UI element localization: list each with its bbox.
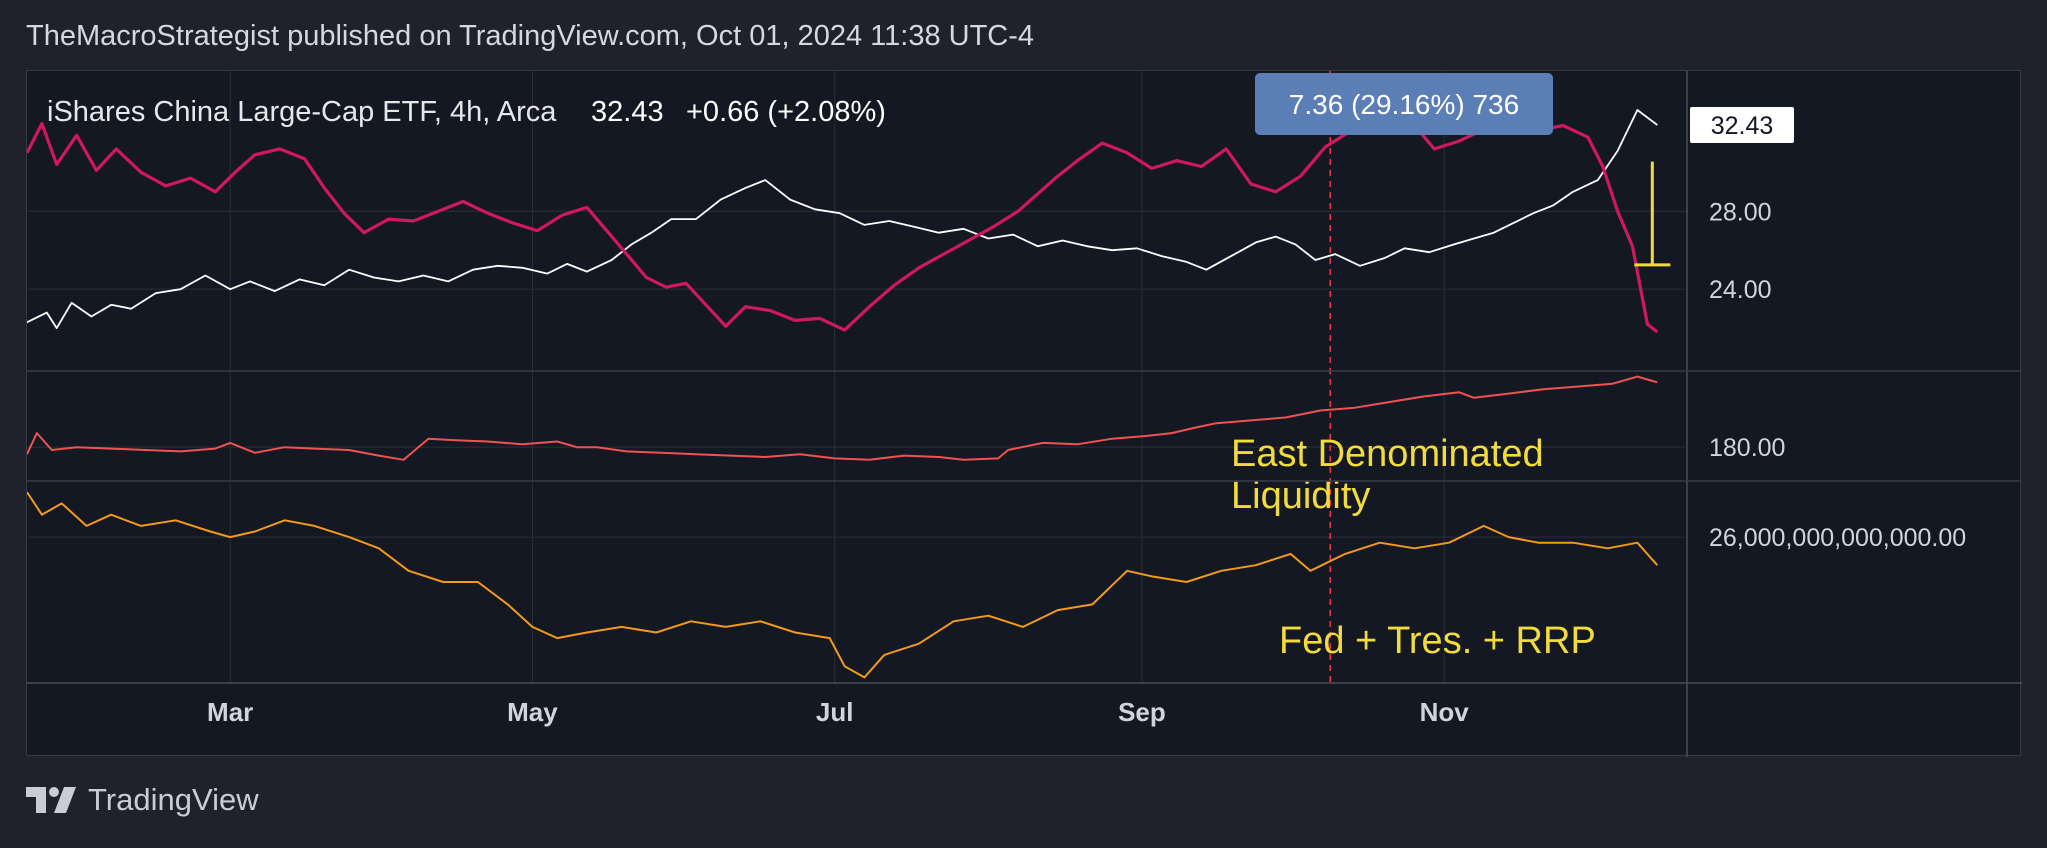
y-tick-label: 24.00 — [1709, 276, 1772, 304]
x-tick-label: May — [507, 697, 558, 727]
x-tick-label: Nov — [1420, 697, 1470, 727]
series-line-orange_line — [27, 491, 1659, 679]
legend-symbol: iShares China Large-Cap ETF, 4h, Arca — [47, 96, 557, 128]
footer-brand[interactable]: TradingView — [26, 782, 259, 818]
annotation-label: Liquidity — [1231, 475, 1370, 517]
y-tick-label: 28.00 — [1709, 198, 1772, 226]
x-tick-label: Mar — [207, 697, 253, 727]
legend-group: iShares China Large-Cap ETF, 4h, Arca 32… — [47, 96, 886, 128]
axes-group: Mar May Jul Sep Nov 28.00 24.00 32.43 180.00 26,0… — [27, 71, 2022, 757]
chart-area[interactable]: 7.36 (29.16%) 736 East Denominated Liquidi… — [26, 70, 2022, 757]
legend-change: +0.66 (+2.08%) — [686, 96, 886, 128]
measure-label: 7.36 (29.16%) 736 — [1289, 89, 1519, 120]
y-tick-label: 180.00 — [1709, 434, 1785, 462]
x-tick-label: Sep — [1118, 697, 1166, 727]
last-price-badge-label: 32.43 — [1711, 112, 1774, 140]
publisher-line: TheMacroStrategist published on TradingV… — [26, 20, 1035, 52]
grid-lines — [27, 71, 1687, 683]
y-tick-label: 26,000,000,000,000.00 — [1709, 524, 1966, 552]
annotation-label: Fed + Tres. + RRP — [1279, 620, 1596, 662]
tradingview-logo-icon — [26, 787, 76, 813]
chart-canvas[interactable]: 7.36 (29.16%) 736 East DenominatedLiquidi… — [27, 71, 2022, 757]
series-line-price_line — [27, 109, 1658, 330]
last-price-badge — [1690, 106, 1794, 143]
brand-name: TradingView — [88, 782, 259, 817]
x-tick-label: Jul — [816, 697, 854, 727]
annotation-label: East Denominated — [1231, 433, 1544, 475]
series-line-red_line — [27, 375, 1658, 461]
series-line-pink_line — [27, 104, 1659, 334]
annotations-group: 7.36 (29.16%) 736 East DenominatedLiquidi… — [1231, 73, 1671, 662]
measure-box — [1255, 73, 1553, 135]
series-group — [27, 104, 1659, 679]
legend-last-price: 32.43 — [591, 96, 664, 128]
